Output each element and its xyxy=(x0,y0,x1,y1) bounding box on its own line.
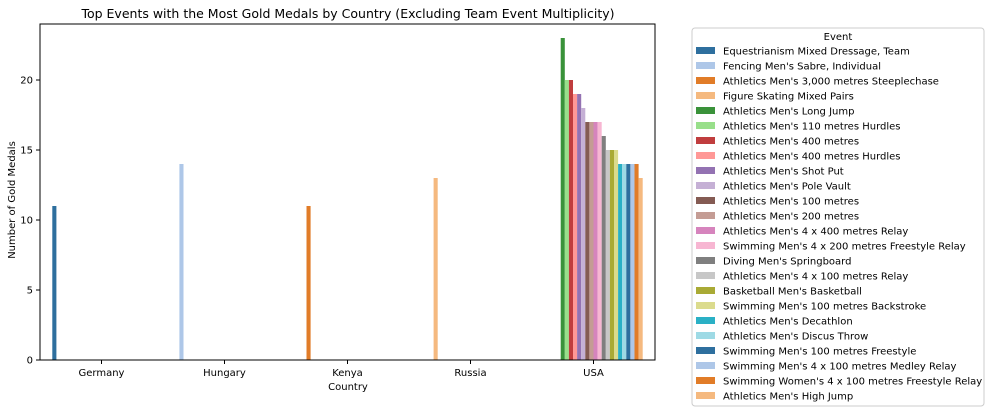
bar xyxy=(634,164,639,360)
y-tick-label: 15 xyxy=(20,146,33,157)
bar xyxy=(577,94,582,360)
axes-frame xyxy=(39,23,656,361)
legend-swatch xyxy=(696,242,715,249)
legend-swatch xyxy=(696,377,715,384)
legend-swatch xyxy=(696,92,715,99)
bar xyxy=(573,94,578,360)
legend-entry-label: Diving Men's Springboard xyxy=(723,257,851,268)
legend-entry-label: Swimming Men's 100 metres Freestyle xyxy=(723,347,916,358)
legend-swatch xyxy=(696,212,715,219)
y-tick-label: 10 xyxy=(20,216,33,227)
x-tick-label: Kenya xyxy=(332,368,363,379)
legend-swatch xyxy=(696,137,715,144)
legend-entry-label: Swimming Women's 4 x 100 metres Freestyl… xyxy=(723,377,982,388)
legend-entry-label: Fencing Men's Sabre, Individual xyxy=(723,62,881,73)
legend-entry-label: Athletics Men's Shot Put xyxy=(723,167,844,178)
bar xyxy=(601,136,606,360)
bar xyxy=(306,206,311,360)
legend-entry-label: Athletics Men's High Jump xyxy=(723,392,853,403)
bar xyxy=(560,38,565,360)
legend-swatch xyxy=(696,122,715,129)
legend-entry-label: Athletics Men's 200 metres xyxy=(723,212,859,223)
bar xyxy=(581,108,586,360)
legend-entry-label: Athletics Men's 400 metres Hurdles xyxy=(723,152,901,163)
legend-swatch xyxy=(696,347,715,354)
legend-frame xyxy=(691,27,985,407)
x-tick-label: Germany xyxy=(79,368,125,379)
bar xyxy=(568,80,573,360)
legend-entry-label: Basketball Men's Basketball xyxy=(723,287,862,298)
legend-swatch xyxy=(696,77,715,84)
legend-swatch xyxy=(696,362,715,369)
legend-swatch xyxy=(696,152,715,159)
legend: Event Equestrianism Mixed Dressage, Team… xyxy=(691,27,985,407)
legend-swatch xyxy=(696,62,715,69)
bar xyxy=(564,80,569,360)
bar xyxy=(179,164,184,360)
legend-swatch xyxy=(696,332,715,339)
legend-entry-label: Athletics Men's 3,000 metres Steeplechas… xyxy=(723,77,939,88)
legend-entry-label: Athletics Men's Pole Vault xyxy=(723,182,851,193)
bar xyxy=(618,164,623,360)
legend-swatch xyxy=(696,182,715,189)
bar xyxy=(52,206,57,360)
legend-swatch xyxy=(696,272,715,279)
y-tick-label: 5 xyxy=(27,286,33,297)
legend-entry-label: Athletics Men's Discus Throw xyxy=(723,332,868,343)
x-tick-label: USA xyxy=(583,368,604,379)
legend-entry-label: Swimming Men's 4 x 200 metres Freestyle … xyxy=(723,242,966,253)
bar xyxy=(585,122,590,360)
y-axis-label: Number of Gold Medals xyxy=(7,141,18,259)
legend-swatch xyxy=(696,257,715,264)
legend-swatch xyxy=(696,107,715,114)
legend-entry-label: Athletics Men's 100 metres xyxy=(723,197,859,208)
bar xyxy=(593,122,598,360)
bar xyxy=(609,150,614,360)
legend-swatch xyxy=(696,197,715,204)
bar xyxy=(638,178,643,360)
legend-title: Event xyxy=(824,32,853,43)
bar xyxy=(433,178,438,360)
legend-entry-label: Athletics Men's 400 metres xyxy=(723,137,859,148)
legend-entry-label: Swimming Men's 4 x 100 metres Medley Rel… xyxy=(723,362,957,373)
legend-swatch xyxy=(696,167,715,174)
y-tick-label: 20 xyxy=(20,76,33,87)
legend-swatch xyxy=(696,287,715,294)
bar xyxy=(589,122,594,360)
legend-entry-label: Athletics Men's 4 x 100 metres Relay xyxy=(723,272,908,283)
bar xyxy=(614,150,619,360)
y-tick-label: 0 xyxy=(27,356,33,367)
legend-swatch xyxy=(696,392,715,399)
x-tick-label: Hungary xyxy=(203,368,246,379)
x-tick-label: Russia xyxy=(454,368,486,379)
legend-swatch xyxy=(696,302,715,309)
legend-entry-label: Swimming Men's 100 metres Backstroke xyxy=(723,302,926,313)
chart-title: Top Events with the Most Gold Medals by … xyxy=(80,6,614,21)
legend-entry-label: Athletics Men's Decathlon xyxy=(723,317,853,328)
legend-swatch xyxy=(696,227,715,234)
legend-swatch xyxy=(696,47,715,54)
legend-entry-label: Athletics Men's 110 metres Hurdles xyxy=(723,122,901,133)
bar xyxy=(626,164,631,360)
bar xyxy=(622,164,627,360)
legend-entry-label: Athletics Men's Long Jump xyxy=(723,107,854,118)
plot-area: 0 5 10 15 20 Germany Hungary Kenya Russia USA xyxy=(20,23,656,379)
x-axis-label: Country xyxy=(328,382,368,393)
legend-entry-label: Figure Skating Mixed Pairs xyxy=(723,92,854,103)
bar xyxy=(630,164,635,360)
legend-entry-label: Athletics Men's 4 x 400 metres Relay xyxy=(723,227,908,238)
bar xyxy=(597,122,602,360)
legend-entry-label: Equestrianism Mixed Dressage, Team xyxy=(723,47,910,58)
bar xyxy=(605,150,610,360)
legend-swatch xyxy=(696,317,715,324)
